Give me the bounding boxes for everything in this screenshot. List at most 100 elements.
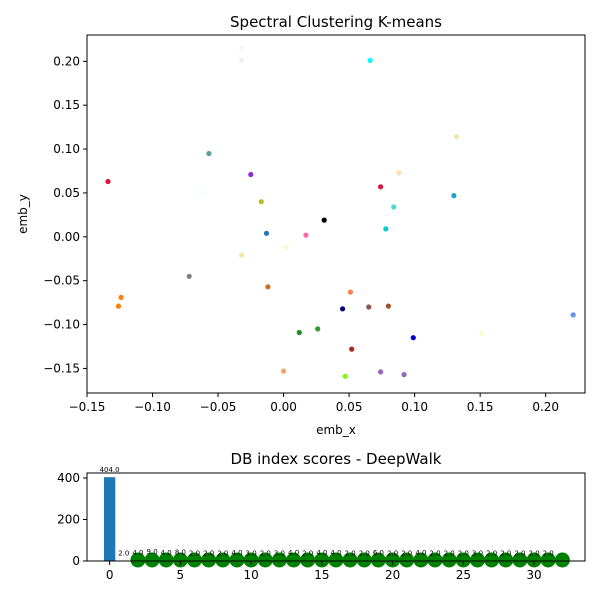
scatter-point [367, 57, 373, 64]
scatter-point [321, 217, 327, 223]
bar-marker [201, 552, 217, 568]
x-tick-label: 15 [314, 568, 329, 582]
scatter-point [451, 193, 457, 199]
scatter-point [206, 150, 212, 157]
scatter-point [248, 171, 254, 178]
scatter-point [239, 57, 245, 64]
bar-data-label: 4.0 [316, 549, 327, 557]
bar-marker [427, 552, 443, 568]
scatter-point [385, 303, 391, 309]
scatter-point [478, 330, 485, 336]
y-tick-label: −0.15 [43, 361, 80, 375]
y-tick-label: 0.20 [53, 54, 80, 68]
x-tick-label: 5 [177, 568, 185, 582]
bar-marker [385, 552, 401, 568]
x-tick-label: 0.20 [532, 400, 559, 414]
y-tick-label: 400 [57, 471, 80, 485]
bar-data-label: 9.0 [147, 548, 158, 556]
bar-marker [498, 552, 514, 568]
scatter-plot-area [86, 34, 586, 394]
scatter-point [401, 372, 407, 378]
bar-marker [130, 552, 146, 568]
x-tick-label: 20 [385, 568, 400, 582]
bar-marker [455, 552, 471, 568]
bar-plot-area [86, 472, 586, 562]
scatter-points [105, 45, 576, 379]
bar-data-label: 2.0 [500, 550, 511, 558]
scatter-x-axis: −0.15 −0.10 −0.05 0.00 0.05 0.10 0.15 0.20 [69, 393, 559, 414]
scatter-point [263, 230, 270, 236]
bar-marker [286, 552, 302, 568]
bar-data-label: 2.0 [189, 550, 200, 558]
scatter-point [383, 226, 389, 232]
bar-marker [229, 552, 245, 568]
bar-data-label: 4.0 [330, 549, 341, 557]
bar-data-label: 8.0 [175, 548, 186, 556]
bar-data-label: 2.0 [444, 550, 455, 558]
bar-marker [328, 552, 344, 568]
bar-marker [356, 552, 372, 568]
scatter-point [378, 369, 384, 375]
bar-data-label: 2.0 [217, 550, 228, 558]
bar-marker [243, 552, 259, 568]
scatter-point [118, 294, 124, 300]
bar-marker [540, 552, 556, 568]
scatter-point [186, 273, 192, 279]
scatter-point [391, 204, 397, 210]
bar-marker [187, 552, 202, 568]
y-tick-label: −0.05 [43, 274, 80, 288]
bar-data-label: 3.0 [274, 549, 285, 557]
bar-data-label: 2.0 [429, 550, 440, 558]
bar-marker [172, 552, 188, 568]
bar-data-label: 2.0 [514, 550, 525, 558]
bar-data-label: 2.0 [387, 550, 398, 558]
bar-data-labels: 404.02.0 4.0 9.0 4.0 8.0 2.0 2.0 2.0 4.0 3.0 2.0 3.… [100, 466, 554, 557]
bar-data-label: 3.0 [246, 549, 257, 557]
bar-marker [512, 552, 528, 568]
y-tick-label: −0.10 [43, 318, 80, 332]
bar-data-label: 404.0 [100, 466, 120, 474]
scatter-point [410, 335, 416, 341]
scatter-x-axis-label: emb_x [316, 423, 356, 437]
bar-chart-title: DB index scores - DeepWalk [231, 450, 442, 468]
y-tick-label: 0.05 [53, 186, 80, 200]
x-tick-label: 0.10 [401, 400, 428, 414]
bar-marker [144, 552, 160, 568]
bar-data-label: 2.0 [458, 550, 469, 558]
bar-marker [484, 552, 500, 568]
scatter-point [258, 199, 264, 205]
bar-marker [470, 552, 485, 568]
scatter-point [303, 232, 309, 238]
x-tick-label: 0.15 [467, 400, 494, 414]
bar-marker [300, 552, 316, 568]
x-tick-label: −0.15 [69, 400, 106, 414]
bar-marker [399, 552, 415, 568]
scatter-point [347, 289, 353, 295]
x-tick-label: −0.05 [200, 400, 237, 414]
y-tick-label: 200 [57, 512, 80, 526]
bar-data-label: 2.0 [401, 550, 412, 558]
bar-data-label: 2.0 [359, 550, 370, 558]
y-tick-label: 0.10 [53, 142, 80, 156]
x-tick-label: 30 [526, 568, 541, 582]
bar-chart: DB index scores - DeepWalk 404.02.0 4.0 9.… [57, 450, 586, 582]
bar-data-label: 2.0 [345, 550, 356, 558]
scatter-point [454, 134, 460, 140]
scatter-point [340, 306, 346, 312]
scatter-y-axis: −0.15 −0.10 −0.05 0.00 0.05 0.10 0.15 0.20 [43, 54, 87, 375]
bar-data-label: 2.0 [118, 550, 129, 558]
x-tick-label: −0.10 [134, 400, 171, 414]
scatter-point [239, 252, 245, 258]
x-tick-label: 10 [243, 568, 258, 582]
scatter-point [115, 303, 122, 309]
scatter-point [366, 304, 372, 310]
bar-data-label: 2.0 [302, 550, 313, 558]
y-tick-label: 0.15 [53, 98, 80, 112]
scatter-chart: Spectral Clustering K-means −0.15 −0.10 −0… [16, 13, 586, 437]
scatter-point [198, 189, 204, 195]
bar-data-label: 6.0 [373, 549, 384, 557]
bar-markers [130, 552, 570, 568]
scatter-point [296, 329, 302, 336]
bar-data-label: 4.0 [415, 549, 426, 557]
bar-data-label: 2.0 [529, 550, 540, 558]
